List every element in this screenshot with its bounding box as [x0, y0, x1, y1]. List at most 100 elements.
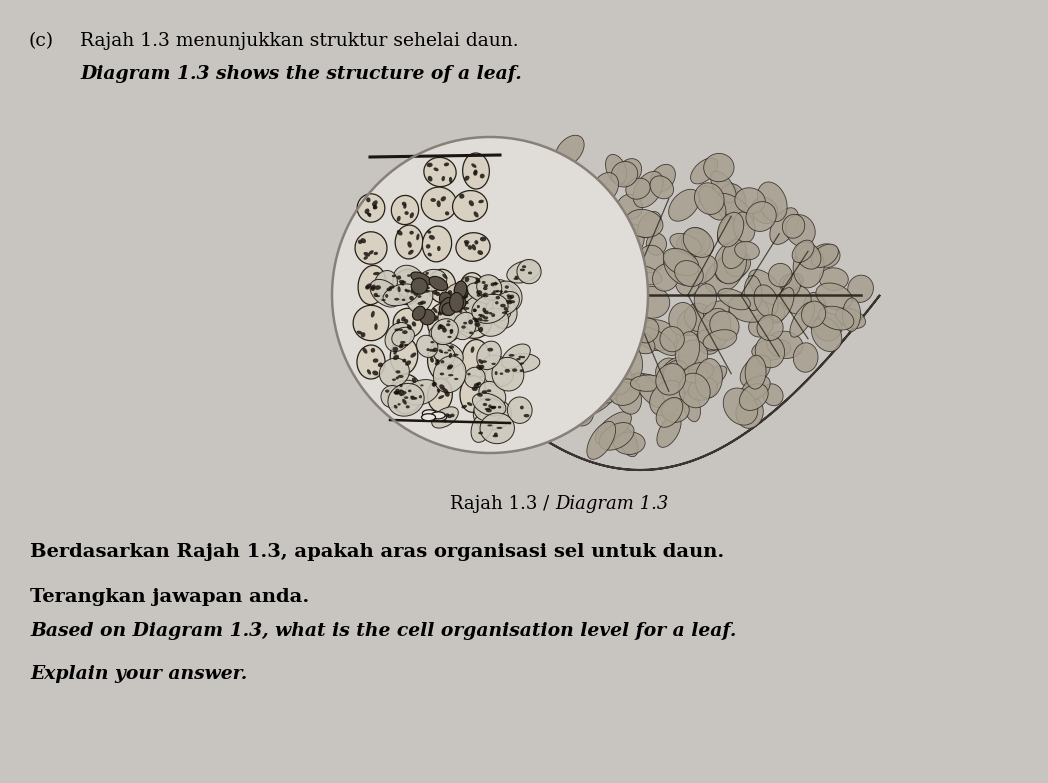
- Ellipse shape: [553, 352, 577, 381]
- Ellipse shape: [606, 298, 634, 319]
- Ellipse shape: [460, 336, 495, 363]
- Ellipse shape: [633, 171, 663, 207]
- Ellipse shape: [489, 280, 515, 308]
- Ellipse shape: [495, 371, 498, 375]
- Ellipse shape: [367, 370, 371, 374]
- Ellipse shape: [430, 357, 434, 363]
- Ellipse shape: [473, 341, 498, 367]
- Ellipse shape: [515, 360, 545, 390]
- Ellipse shape: [401, 316, 406, 322]
- Ellipse shape: [717, 184, 746, 222]
- Ellipse shape: [472, 412, 494, 442]
- Ellipse shape: [429, 235, 435, 240]
- Ellipse shape: [374, 285, 381, 290]
- Ellipse shape: [452, 258, 481, 282]
- Ellipse shape: [438, 281, 441, 283]
- Ellipse shape: [813, 312, 842, 341]
- Ellipse shape: [528, 272, 532, 274]
- Ellipse shape: [520, 363, 524, 365]
- Ellipse shape: [408, 250, 414, 254]
- Ellipse shape: [370, 280, 400, 307]
- Ellipse shape: [512, 404, 541, 428]
- Ellipse shape: [598, 258, 631, 290]
- Ellipse shape: [500, 273, 534, 303]
- Ellipse shape: [606, 154, 627, 184]
- Ellipse shape: [445, 243, 472, 272]
- Ellipse shape: [438, 395, 444, 399]
- Ellipse shape: [474, 319, 478, 323]
- Ellipse shape: [509, 294, 515, 298]
- Ellipse shape: [610, 379, 640, 406]
- Ellipse shape: [428, 303, 460, 341]
- Ellipse shape: [443, 420, 447, 423]
- Ellipse shape: [751, 339, 791, 360]
- Ellipse shape: [772, 287, 794, 322]
- Ellipse shape: [522, 326, 545, 364]
- Ellipse shape: [395, 225, 422, 259]
- Ellipse shape: [462, 297, 487, 331]
- Ellipse shape: [481, 265, 511, 297]
- Ellipse shape: [454, 378, 458, 380]
- Ellipse shape: [422, 410, 436, 417]
- Ellipse shape: [478, 327, 483, 332]
- Ellipse shape: [550, 370, 578, 399]
- Ellipse shape: [595, 412, 631, 445]
- Ellipse shape: [481, 355, 514, 387]
- Ellipse shape: [506, 300, 511, 302]
- Ellipse shape: [470, 331, 474, 334]
- Ellipse shape: [494, 432, 498, 436]
- Ellipse shape: [451, 413, 455, 417]
- Ellipse shape: [449, 353, 452, 358]
- Ellipse shape: [793, 246, 824, 288]
- Ellipse shape: [428, 342, 455, 380]
- Ellipse shape: [691, 158, 718, 184]
- Ellipse shape: [504, 310, 509, 312]
- Ellipse shape: [756, 335, 785, 368]
- Ellipse shape: [407, 324, 412, 330]
- Ellipse shape: [402, 359, 407, 363]
- Ellipse shape: [446, 366, 453, 370]
- Ellipse shape: [462, 276, 496, 305]
- Ellipse shape: [425, 272, 429, 275]
- Ellipse shape: [494, 232, 514, 265]
- Ellipse shape: [758, 182, 787, 222]
- Ellipse shape: [405, 211, 409, 215]
- Ellipse shape: [442, 313, 472, 345]
- Ellipse shape: [437, 388, 440, 393]
- Ellipse shape: [492, 357, 524, 391]
- Ellipse shape: [585, 372, 614, 400]
- Ellipse shape: [518, 164, 552, 185]
- Ellipse shape: [406, 290, 410, 293]
- Ellipse shape: [442, 388, 449, 393]
- Ellipse shape: [361, 332, 366, 337]
- Ellipse shape: [512, 368, 518, 372]
- Ellipse shape: [480, 315, 485, 318]
- Ellipse shape: [520, 370, 524, 372]
- Ellipse shape: [428, 176, 433, 182]
- Ellipse shape: [463, 295, 468, 298]
- Ellipse shape: [663, 360, 689, 386]
- Ellipse shape: [650, 164, 675, 192]
- Ellipse shape: [446, 296, 466, 312]
- Ellipse shape: [694, 283, 717, 313]
- Ellipse shape: [614, 432, 646, 454]
- Ellipse shape: [635, 287, 670, 318]
- Ellipse shape: [393, 355, 399, 360]
- Ellipse shape: [419, 309, 435, 325]
- Ellipse shape: [482, 308, 486, 312]
- Ellipse shape: [373, 205, 377, 209]
- Ellipse shape: [567, 305, 591, 335]
- Ellipse shape: [647, 233, 667, 255]
- Ellipse shape: [420, 311, 449, 334]
- Ellipse shape: [475, 318, 479, 322]
- Ellipse shape: [433, 348, 438, 352]
- Ellipse shape: [460, 272, 484, 301]
- Ellipse shape: [472, 164, 477, 168]
- Ellipse shape: [562, 375, 583, 399]
- Ellipse shape: [500, 373, 503, 375]
- Ellipse shape: [675, 332, 700, 370]
- Ellipse shape: [410, 212, 414, 218]
- Ellipse shape: [635, 318, 659, 343]
- Ellipse shape: [416, 233, 419, 240]
- Ellipse shape: [783, 286, 811, 314]
